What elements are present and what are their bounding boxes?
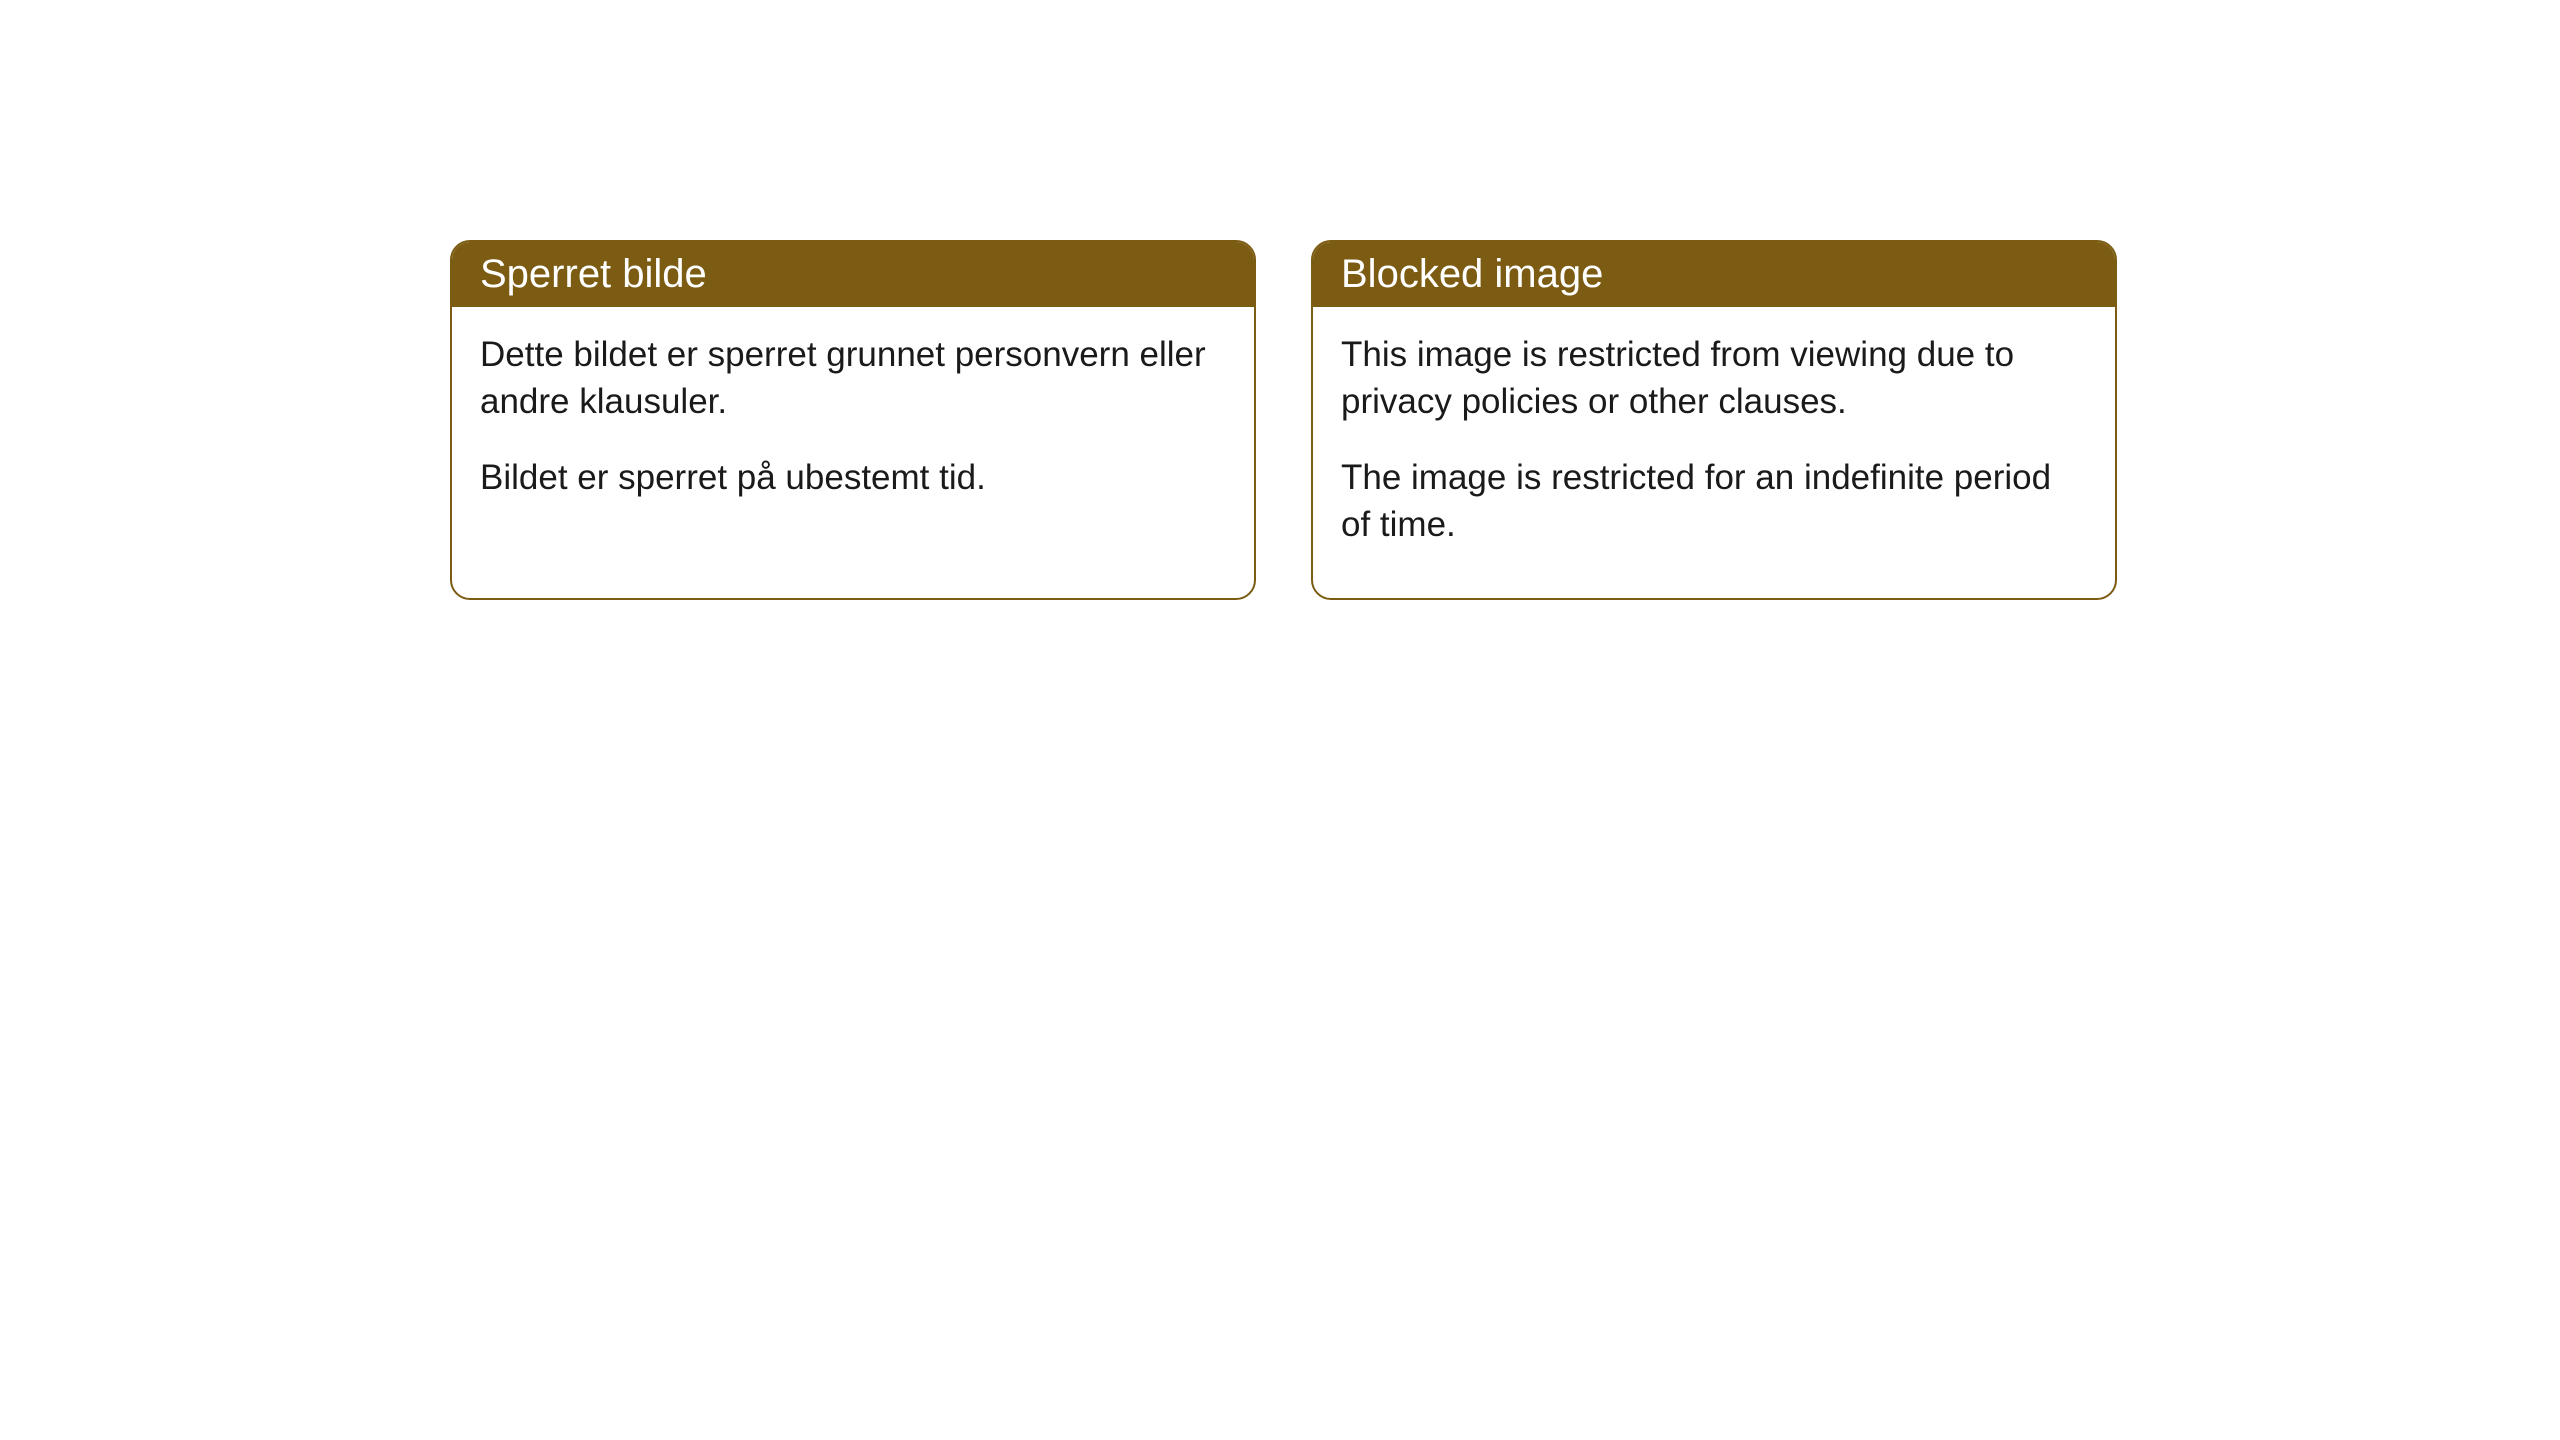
card-header: Sperret bilde bbox=[452, 242, 1254, 307]
card-paragraph: This image is restricted from viewing du… bbox=[1341, 331, 2087, 426]
card-body: This image is restricted from viewing du… bbox=[1313, 307, 2115, 598]
card-title: Sperret bilde bbox=[480, 252, 707, 296]
notice-card-norwegian: Sperret bilde Dette bildet er sperret gr… bbox=[450, 240, 1256, 600]
card-paragraph: Dette bildet er sperret grunnet personve… bbox=[480, 331, 1226, 426]
card-paragraph: The image is restricted for an indefinit… bbox=[1341, 454, 2087, 549]
notice-cards-container: Sperret bilde Dette bildet er sperret gr… bbox=[450, 240, 2560, 600]
notice-card-english: Blocked image This image is restricted f… bbox=[1311, 240, 2117, 600]
card-title: Blocked image bbox=[1341, 252, 1603, 296]
card-body: Dette bildet er sperret grunnet personve… bbox=[452, 307, 1254, 551]
card-paragraph: Bildet er sperret på ubestemt tid. bbox=[480, 454, 1226, 501]
card-header: Blocked image bbox=[1313, 242, 2115, 307]
